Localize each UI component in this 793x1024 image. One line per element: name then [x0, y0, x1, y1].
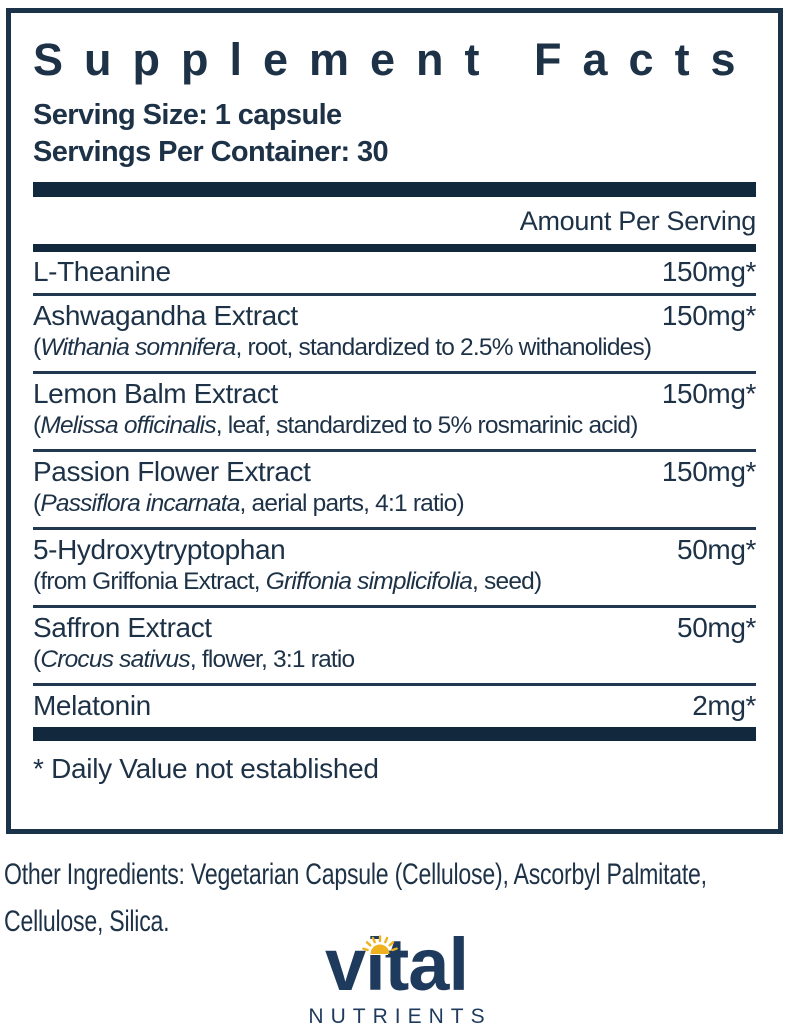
ingredient-detail: (Withania somnifera, root, standardized … — [33, 333, 652, 361]
ingredient-row-passion-flower: Passion Flower Extract 150mg* (Passiflor… — [33, 452, 756, 530]
ingredient-row-saffron: Saffron Extract 50mg* (Crocus sativus, f… — [33, 608, 756, 686]
supplement-facts-panel: Supplement Facts Serving Size: 1 capsule… — [6, 8, 783, 834]
ingredient-row-l-theanine: L-Theanine 150mg* — [33, 252, 756, 296]
amount-per-serving-header: Amount Per Serving — [519, 205, 757, 236]
ingredient-amount: 150mg* — [661, 299, 757, 331]
brand-wordmark: vital — [324, 923, 469, 1006]
ingredient-detail: (from Griffonia Extract, Griffonia simpl… — [33, 567, 542, 595]
brand-logo: vital NUTRIENTS — [0, 928, 793, 1024]
serving-size: Serving Size: 1 capsule — [33, 98, 342, 131]
ingredient-name: L-Theanine — [33, 255, 171, 287]
ingredient-name: Saffron Extract — [33, 611, 212, 643]
footnote-rule — [33, 726, 756, 741]
ingredient-amount: 50mg* — [677, 533, 756, 565]
ingredient-detail: (Crocus sativus, flower, 3:1 ratio — [33, 645, 355, 673]
ingredient-name: 5-Hydroxytryptophan — [33, 533, 286, 565]
ingredient-detail: (Passiflora incarnata, aerial parts, 4:1… — [33, 489, 465, 517]
ingredient-amount: 150mg* — [661, 455, 757, 487]
ingredient-row-melatonin: Melatonin 2mg* — [33, 686, 756, 727]
sunrise-icon — [362, 935, 398, 955]
ingredient-amount: 50mg* — [677, 611, 756, 643]
panel-title: Supplement Facts — [33, 34, 757, 85]
daily-value-footnote: * Daily Value not established — [33, 752, 379, 784]
ingredient-amount: 2mg* — [692, 689, 756, 721]
servings-per-container: Servings Per Container: 30 — [33, 136, 389, 169]
ingredient-row-ashwagandha: Ashwagandha Extract 150mg* (Withania som… — [33, 296, 756, 374]
ingredient-amount: 150mg* — [661, 255, 757, 287]
ingredient-name: Ashwagandha Extract — [33, 299, 298, 331]
ingredient-name: Melatonin — [33, 689, 151, 721]
ingredient-detail: (Melissa officinalis, leaf, standardized… — [33, 411, 638, 439]
ingredient-row-lemon-balm: Lemon Balm Extract 150mg* (Melissa offic… — [33, 374, 756, 452]
ingredient-name: Lemon Balm Extract — [33, 377, 278, 409]
other-ingredients-text: Other Ingredients: Vegetarian Capsule (C… — [4, 858, 707, 938]
ingredient-row-5-htp: 5-Hydroxytryptophan 50mg* (from Griffoni… — [33, 530, 756, 608]
brand-subtext: NUTRIENTS — [308, 1005, 492, 1024]
header-rule-2 — [33, 243, 756, 252]
header-rule — [33, 181, 756, 197]
ingredient-name: Passion Flower Extract — [33, 455, 311, 487]
ingredient-amount: 150mg* — [661, 377, 757, 409]
